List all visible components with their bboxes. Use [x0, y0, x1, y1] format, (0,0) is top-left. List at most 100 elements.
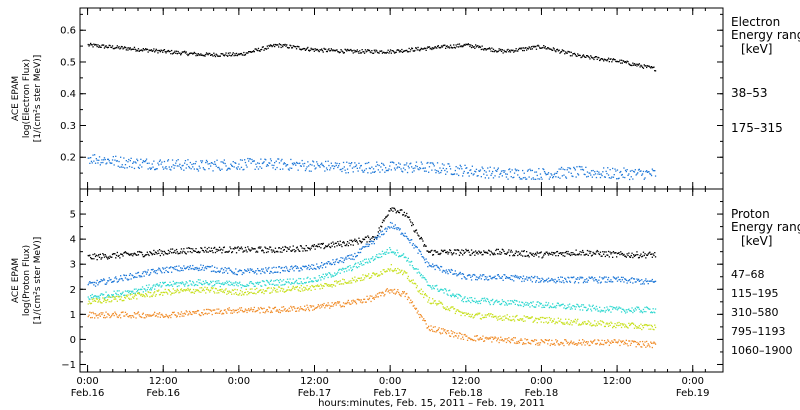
electron-series-1-point — [336, 162, 338, 165]
electron-series-0-point — [639, 66, 641, 68]
electron-series-0-point — [402, 50, 405, 52]
electron-series-1-point — [411, 171, 414, 173]
electron-series-1-point — [237, 166, 239, 168]
proton-series-0-point — [94, 255, 97, 258]
electron-series-1-point — [434, 169, 436, 171]
proton-series-0-point — [148, 254, 150, 257]
electron-series-0-point — [511, 49, 513, 52]
proton-series-4-point — [218, 312, 221, 314]
proton-series-1-point — [605, 276, 607, 278]
electron-series-1-point — [647, 171, 649, 173]
proton-series-4-point — [488, 337, 491, 339]
proton-series-0-point — [162, 254, 165, 256]
proton-series-4-point — [479, 338, 481, 340]
proton-series-3-point — [290, 289, 292, 292]
electron-series-0-point — [170, 53, 172, 55]
proton-series-0-point — [145, 254, 148, 256]
proton-series-3-point — [479, 317, 482, 320]
proton-series-2-point — [90, 295, 92, 297]
proton-series-2-point — [602, 309, 604, 312]
electron-series-1-point — [627, 174, 629, 176]
proton-series-3-point — [115, 298, 117, 300]
proton-series-2-point — [300, 281, 302, 283]
proton-series-3-point — [482, 316, 484, 319]
electron-series-1-point — [430, 162, 432, 164]
electron-series-1-point — [568, 171, 570, 173]
proton-series-2-point — [390, 251, 392, 254]
proton-series-3-point — [202, 288, 204, 290]
electron-series-1-point — [105, 163, 107, 165]
proton-series-0-point — [490, 250, 492, 253]
proton-series-3-point — [321, 287, 324, 289]
proton-series-2-point — [548, 307, 550, 309]
proton-series-3-point — [638, 325, 640, 327]
proton-series-1-point — [91, 282, 93, 284]
proton-series-0-point — [124, 251, 126, 254]
electron-series-1-point — [291, 167, 293, 169]
electron-series-1-point — [429, 162, 431, 164]
proton-series-0-point — [488, 250, 491, 252]
proton-series-2-point — [154, 285, 157, 287]
proton-series-2-point — [167, 284, 170, 286]
proton-series-0-point — [156, 253, 158, 255]
proton-series-3-point — [564, 323, 566, 325]
proton-series-0-point — [412, 224, 414, 226]
electron-series-0-point — [420, 47, 422, 49]
proton-series-4-point — [511, 338, 513, 340]
proton-series-3-point — [622, 324, 624, 326]
proton-series-0-point — [258, 246, 260, 248]
proton-series-4-point — [184, 312, 186, 314]
proton-series-1-point — [353, 258, 355, 261]
electron-series-0-point — [88, 45, 90, 47]
proton-series-3-point — [210, 289, 212, 291]
electron-series-0-point — [539, 47, 541, 49]
electron-series-1-point — [359, 165, 362, 167]
proton-series-2-point — [482, 297, 484, 300]
electron-series-0-point — [389, 50, 391, 53]
proton-series-4-point — [325, 305, 327, 307]
proton-series-0-point — [496, 248, 498, 250]
proton-series-3-point — [216, 292, 218, 294]
electron-series-0-point — [182, 51, 184, 53]
proton-series-3-point — [544, 317, 546, 319]
electron-series-0-point — [290, 45, 292, 47]
electron-series-1-point — [247, 157, 249, 160]
proton-series-0-point — [393, 207, 396, 210]
proton-series-1-point — [114, 277, 116, 279]
electron-series-0-point — [255, 48, 257, 50]
proton-series-1-point — [621, 279, 623, 281]
electron-series-0-point — [471, 45, 473, 47]
proton-series-3-point — [198, 291, 200, 293]
electron-series-1-point — [412, 167, 414, 170]
electron-series-0-point — [154, 51, 156, 53]
proton-series-4-point — [98, 314, 100, 316]
proton-series-0-point — [485, 252, 487, 254]
proton-series-1-point — [553, 281, 555, 283]
proton-series-1-point — [513, 280, 515, 282]
proton-series-2-point — [463, 297, 465, 299]
proton-series-3-point — [153, 292, 155, 294]
proton-series-0-point — [242, 251, 244, 253]
proton-series-3-point — [308, 288, 311, 290]
proton-series-1-point — [517, 276, 520, 278]
proton-series-1-point — [635, 281, 637, 283]
electron-series-0-point — [145, 49, 148, 51]
electron-series-1-point — [323, 166, 325, 168]
proton-series-1-point — [326, 263, 328, 265]
electron-series-0-point — [366, 50, 368, 52]
proton-series-4-point — [107, 313, 109, 315]
proton-series-2-point — [359, 263, 361, 265]
proton-series-3-point — [428, 297, 431, 299]
proton-series-2-point — [610, 311, 612, 313]
electron-series-0-point — [430, 47, 432, 49]
electron-series-1-point — [329, 167, 332, 169]
proton-series-0-point — [98, 254, 100, 256]
proton-series-0-point — [135, 254, 137, 256]
proton-series-4-point — [378, 292, 380, 294]
proton-series-3-point — [328, 285, 330, 287]
proton-series-4-point — [109, 316, 111, 319]
electron-series-0-point — [103, 44, 105, 46]
proton-series-0-point — [169, 250, 171, 253]
electron-series-0-point — [400, 51, 402, 53]
proton-series-4-point — [645, 346, 647, 348]
